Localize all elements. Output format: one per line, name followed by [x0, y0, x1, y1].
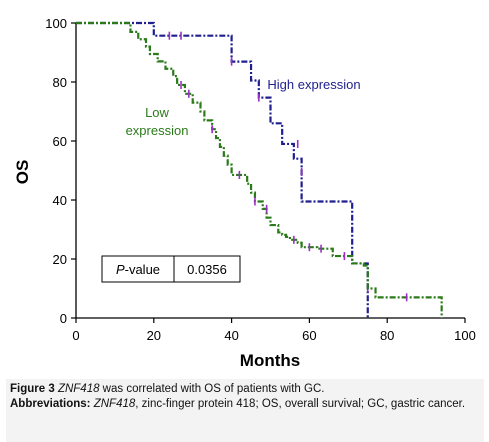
x-axis-title: Months: [240, 351, 300, 370]
y-axis-title: OS: [13, 160, 32, 185]
p-value-table: P-value 0.0356: [101, 255, 241, 283]
series-label-low: expression: [126, 123, 189, 138]
y-tick-label: 0: [60, 311, 67, 326]
figure-label: Figure 3: [10, 383, 55, 395]
abbreviations-text: , zinc-finger protein 418; OS, overall s…: [135, 398, 466, 410]
x-tick-label: 80: [380, 328, 394, 343]
series-labels: High expression Low expression: [126, 77, 361, 138]
abbreviations-label: Abbreviations:: [10, 398, 91, 410]
chart-axes: 0 20 40 60 80 100 0 20 40 60 80 100: [45, 16, 476, 343]
x-tick-label: 60: [302, 328, 316, 343]
y-tick-label: 20: [53, 252, 67, 267]
series-line-high: [76, 21, 369, 318]
y-tick-label: 80: [53, 75, 67, 90]
survival-chart: 0 20 40 60 80 100 0 20 40 60 80 100 High expression…: [13, 16, 476, 370]
x-tick-label: 40: [224, 328, 238, 343]
series-label-low: Low: [145, 105, 169, 120]
p-value-number: 0.0356: [187, 262, 227, 277]
figure-gene: ZNF418: [57, 383, 100, 395]
figure-text: was correlated with OS of patients with …: [99, 383, 325, 395]
figure-caption: Figure 3 ZNF418 was correlated with OS o…: [6, 379, 484, 442]
x-tick-label: 20: [147, 328, 161, 343]
y-tick-label: 60: [53, 134, 67, 149]
y-tick-label: 100: [45, 16, 67, 31]
series-label-high: High expression: [267, 77, 360, 92]
x-tick-label: 100: [454, 328, 476, 343]
figure-caption-line: Figure 3 ZNF418 was correlated with OS o…: [10, 382, 480, 397]
abbreviations-line: Abbreviations: ZNF418, zinc-finger prote…: [10, 397, 480, 412]
chart-series: [76, 21, 443, 318]
y-tick-label: 40: [53, 193, 67, 208]
x-tick-label: 0: [72, 328, 79, 343]
abbreviations-gene: ZNF418: [93, 398, 136, 410]
p-value-label: P-value: [116, 262, 160, 277]
series-line-low: [76, 21, 443, 318]
